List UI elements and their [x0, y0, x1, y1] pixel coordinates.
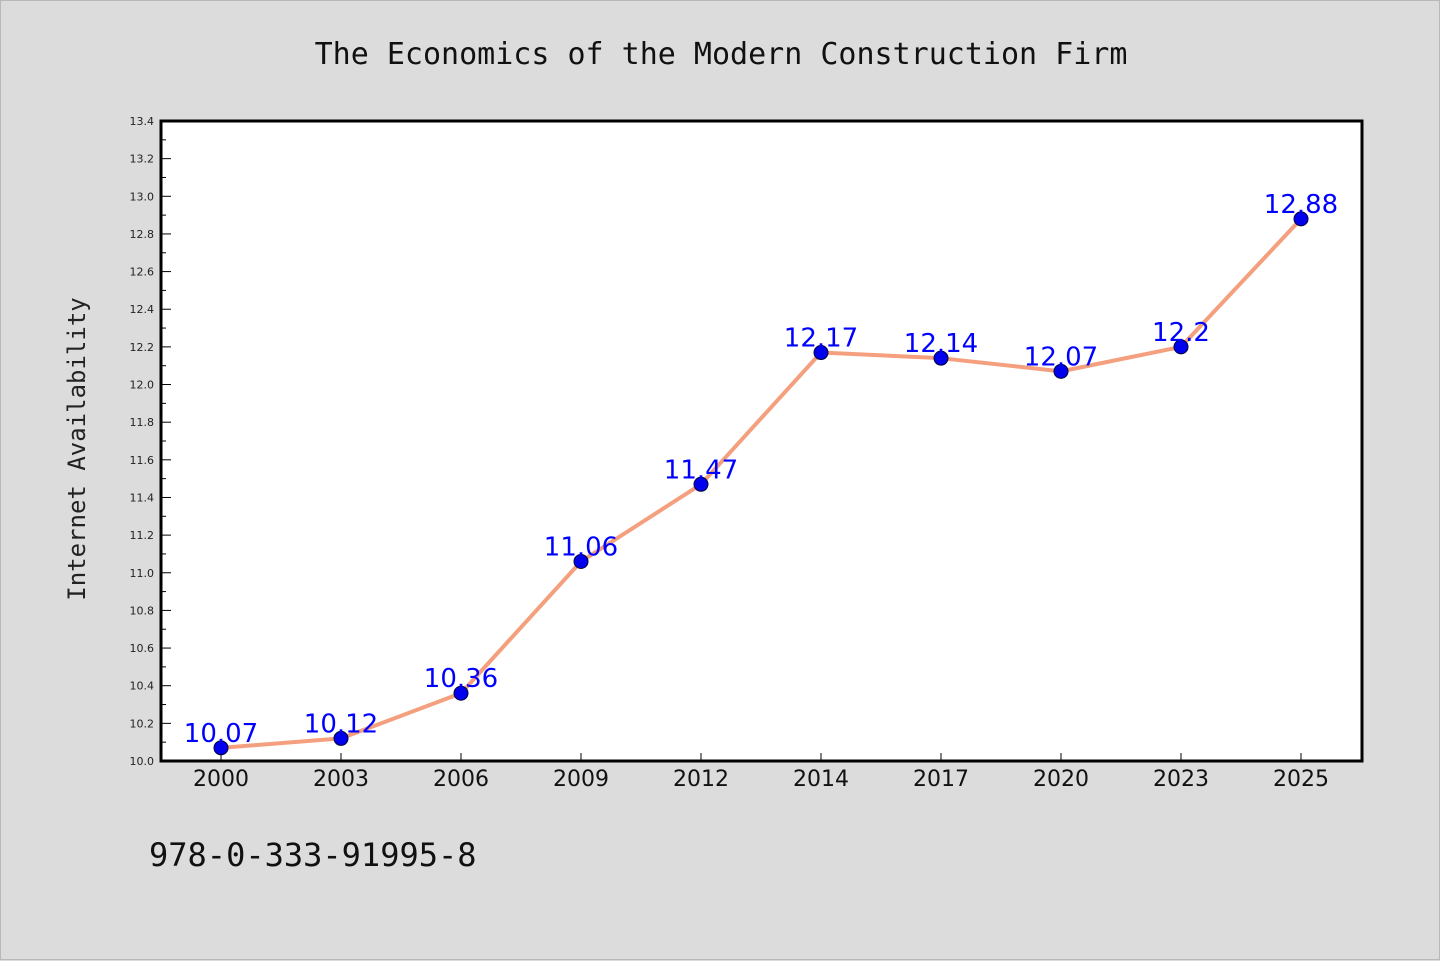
y-tick-label: 13.2 — [130, 153, 155, 166]
y-axis-label: Internet Availability — [63, 297, 91, 600]
data-point — [333, 730, 349, 746]
x-tick-label: 2000 — [193, 767, 249, 792]
data-point — [573, 553, 589, 569]
y-tick-label: 10.8 — [130, 604, 155, 617]
data-label: 11.47 — [664, 455, 738, 485]
data-point — [1173, 339, 1189, 355]
y-tick-label: 12.2 — [130, 341, 155, 354]
plot-area — [161, 121, 1362, 761]
data-label: 10.36 — [424, 664, 498, 694]
y-tick-label: 10.4 — [130, 680, 155, 693]
y-tick-label: 11.2 — [130, 529, 155, 542]
data-point — [933, 350, 949, 366]
x-tick-label: 2025 — [1273, 767, 1329, 792]
y-tick-label: 11.6 — [130, 454, 155, 467]
series-layer — [213, 211, 1309, 756]
data-label: 12.88 — [1264, 190, 1338, 220]
y-tick-label: 13.0 — [130, 190, 155, 203]
y-tick-label: 12.4 — [130, 303, 155, 316]
x-tick-label: 2023 — [1153, 767, 1209, 792]
data-point — [213, 740, 229, 756]
x-tick-label: 2012 — [673, 767, 729, 792]
y-tick-label: 12.6 — [130, 266, 155, 279]
chart-title: The Economics of the Modern Construction… — [315, 37, 1128, 72]
x-tick-label: 2003 — [313, 767, 369, 792]
data-label: 12.17 — [784, 324, 858, 354]
y-axis-ticks: 10.0 10.2 10.4 10.6 10.8 11.0 11.2 11.4 11.6 11.8… — [130, 115, 171, 768]
x-tick-label: 2009 — [553, 767, 609, 792]
data-label: 12.2 — [1152, 318, 1210, 348]
data-point — [693, 476, 709, 492]
data-label: 12.07 — [1024, 342, 1098, 372]
plot-frame — [159, 119, 1364, 763]
data-labels-layer: 10.07 10.12 10.36 11.06 11.47 12.17 12.14 12.07… — [184, 190, 1338, 749]
data-point — [453, 685, 469, 701]
y-tick-label: 10.0 — [130, 755, 155, 768]
series-line — [219, 216, 1303, 750]
data-point — [813, 345, 829, 361]
data-point — [1293, 211, 1309, 227]
data-point — [1053, 363, 1069, 379]
x-tick-label: 2006 — [433, 767, 489, 792]
data-label: 12.14 — [904, 329, 978, 359]
y-tick-label: 12.8 — [130, 228, 155, 241]
x-tick-label: 2017 — [913, 767, 969, 792]
y-tick-label: 11.8 — [130, 416, 155, 429]
y-tick-label: 10.2 — [130, 717, 155, 730]
y-tick-label: 11.4 — [130, 491, 155, 504]
data-label: 11.06 — [544, 532, 618, 562]
x-tick-label: 2020 — [1033, 767, 1089, 792]
y-tick-label: 10.6 — [130, 642, 155, 655]
data-label: 10.07 — [184, 719, 258, 749]
y-tick-label: 12.0 — [130, 379, 155, 392]
data-label: 10.12 — [304, 709, 378, 739]
y-tick-label: 11.0 — [130, 567, 155, 580]
isbn-text: 978-0-333-91995-8 — [149, 836, 477, 874]
y-tick-label: 13.4 — [130, 115, 155, 128]
x-axis-ticks: 2000 2003 2006 2009 2012 2014 2017 2020 2023 2025 — [193, 753, 1329, 792]
x-tick-label: 2014 — [793, 767, 849, 792]
